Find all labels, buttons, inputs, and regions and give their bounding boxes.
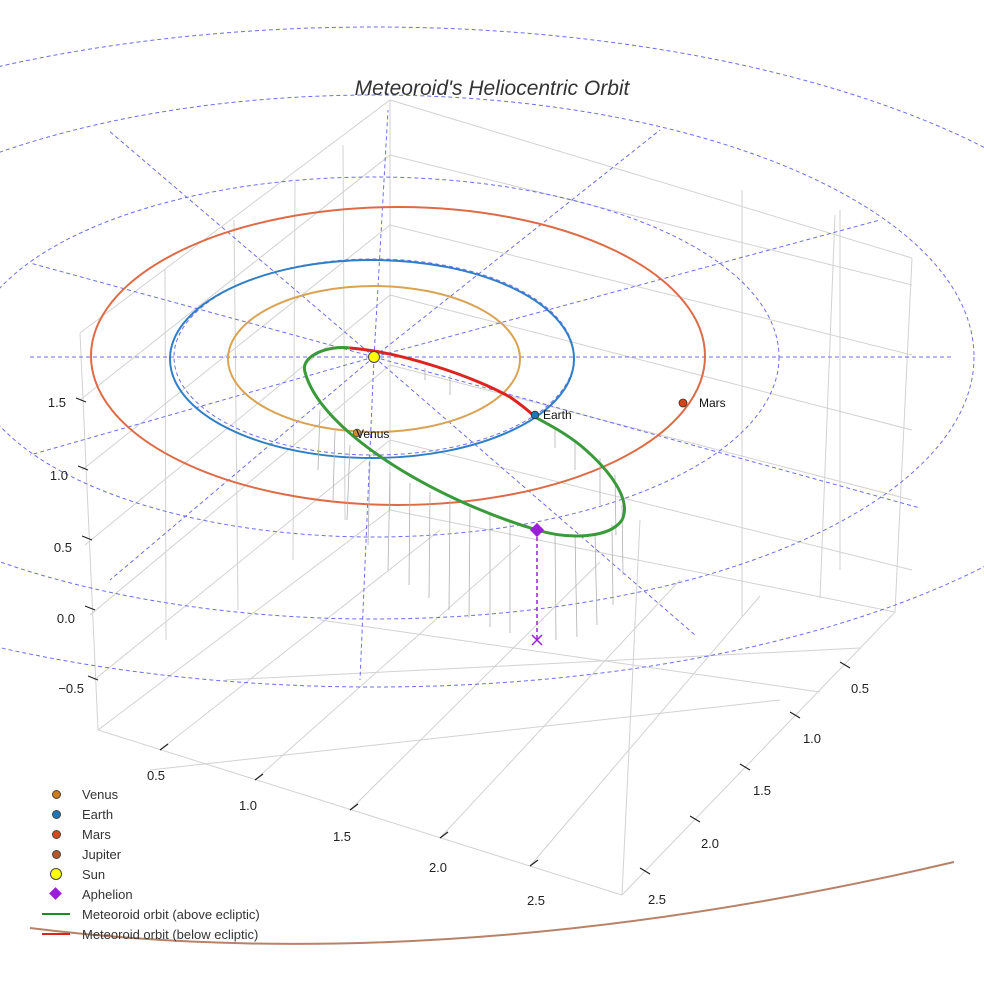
legend-item-sun[interactable]: Sun	[30, 864, 260, 884]
mars-marker	[678, 398, 688, 408]
z-tick-label: 0.0	[57, 611, 75, 626]
tick-marks	[75, 397, 851, 875]
venus-orbit	[227, 285, 521, 433]
earth-legend-icon	[52, 810, 61, 819]
x-tick-label: 1.5	[333, 829, 351, 844]
legend-item-earth[interactable]: Earth	[30, 804, 260, 824]
y-tick-label: 2.5	[648, 892, 666, 907]
line-icon	[42, 933, 70, 935]
earth-marker	[530, 410, 540, 420]
venus-legend-icon	[52, 790, 61, 799]
aphelion-projection-marker	[531, 634, 543, 646]
z-tick-label: 1.0	[50, 468, 68, 483]
y-tick-label: 0.5	[851, 681, 869, 696]
earth-label: Earth	[543, 408, 572, 422]
venus-label: Venus	[356, 427, 389, 441]
legend-label: Meteoroid orbit (above ecliptic)	[82, 906, 260, 922]
chart-title: Meteoroid's Heliocentric Orbit	[355, 77, 631, 100]
legend-item-orbit-above[interactable]: Meteoroid orbit (above ecliptic)	[30, 904, 260, 924]
legend-label: Venus	[82, 786, 119, 802]
jupiter-orbit	[29, 861, 955, 945]
legend-label: Earth	[82, 806, 114, 822]
sun-marker	[368, 351, 380, 363]
earth-orbit	[169, 259, 575, 459]
legend-label: Jupiter	[82, 846, 122, 862]
meteoroid-orbit-below	[349, 346, 537, 419]
x-tick-label: 2.0	[429, 860, 447, 875]
sun-legend-icon	[50, 868, 62, 880]
legend-label: Sun	[82, 866, 106, 882]
mars-label: Mars	[699, 396, 726, 410]
y-tick-label: 1.0	[803, 731, 821, 746]
legend-label: Aphelion	[82, 886, 133, 902]
legend-item-mars[interactable]: Mars	[30, 824, 260, 844]
legend-item-orbit-below[interactable]: Meteoroid orbit (below ecliptic)	[30, 924, 260, 944]
jupiter-legend-icon	[52, 850, 61, 859]
legend-item-jupiter[interactable]: Jupiter	[30, 844, 260, 864]
venus-marker	[352, 428, 362, 438]
axes-box	[79, 99, 913, 896]
legend-item-aphelion[interactable]: Aphelion	[30, 884, 260, 904]
z-tick-label: 0.5	[54, 540, 72, 555]
y-tick-label: 1.5	[753, 783, 771, 798]
aphelion-marker	[529, 522, 545, 538]
diamond-icon	[49, 887, 62, 900]
ecliptic-guides	[0, 26, 984, 688]
mars-orbit	[90, 206, 706, 506]
legend-item-venus[interactable]: Venus	[30, 784, 260, 804]
legend: Venus Earth Mars Jupiter Sun Aphelion Me…	[30, 784, 260, 944]
legend-label: Mars	[82, 826, 111, 842]
x-tick-label: 2.5	[527, 893, 545, 908]
z-tick-label: −0.5	[58, 681, 84, 696]
x-tick-label: 0.5	[147, 768, 165, 783]
x-tick-label: 1.0	[239, 798, 257, 813]
z-tick-label: 1.5	[48, 395, 66, 410]
line-icon	[42, 913, 70, 915]
mars-legend-icon	[52, 830, 61, 839]
legend-label: Meteoroid orbit (below ecliptic)	[82, 926, 259, 942]
y-tick-label: 2.0	[701, 836, 719, 851]
